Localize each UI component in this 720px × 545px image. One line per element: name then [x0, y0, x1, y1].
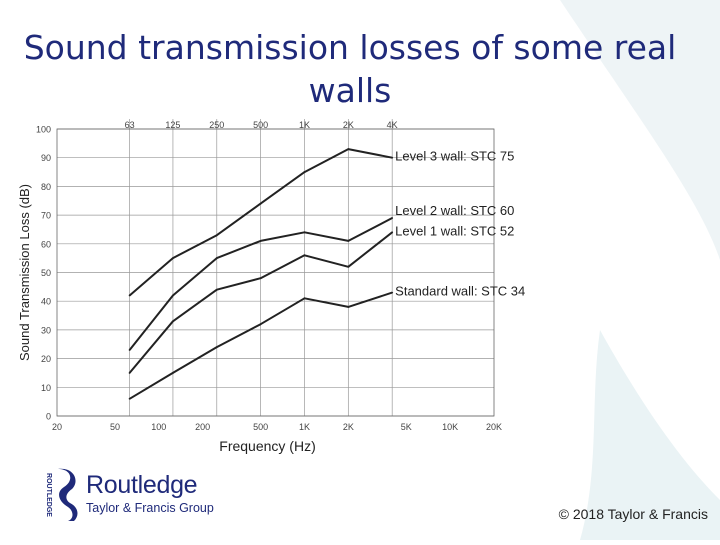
data-point [172, 320, 174, 323]
x-tick-label: 50 [110, 422, 120, 432]
x-tick-label: 5K [401, 422, 412, 432]
x-tick-label: 1K [299, 422, 310, 432]
data-point [303, 231, 306, 234]
top-tick-label: 250 [209, 120, 224, 130]
series-label: Standard wall: STC 34 [395, 284, 525, 299]
data-point [391, 231, 394, 234]
top-tick-label: 1K [299, 120, 310, 130]
y-tick-label: 30 [41, 325, 51, 335]
chart-panel: 0 10 20 30 40 50 60 70 80 90 100 63 125 250 500 1K 2K 4K 2… [17, 113, 552, 455]
data-point [347, 148, 350, 150]
routledge-logo: ROUTLEDGE Routledge Taylor & Francis Gro… [38, 467, 238, 523]
data-point [303, 171, 306, 173]
top-tick-label: 500 [253, 120, 268, 130]
series-label: Level 1 wall: STC 52 [395, 223, 514, 238]
data-point [347, 240, 350, 242]
top-tick-label: 4K [387, 120, 398, 130]
x-tick-label: 20 [52, 422, 62, 432]
copyright-text: © 2018 Taylor & Francis [558, 506, 708, 522]
data-point [347, 306, 350, 308]
data-point [259, 323, 262, 326]
y-tick-label: 0 [46, 412, 51, 422]
data-point [303, 254, 306, 257]
y-tick-label: 90 [41, 153, 51, 163]
logo-name: Routledge [86, 471, 198, 499]
data-point [128, 294, 131, 297]
top-tick-label: 125 [165, 120, 180, 130]
data-point [128, 349, 131, 351]
data-point [391, 291, 394, 294]
y-tick-label: 80 [41, 182, 51, 192]
y-tick-label: 100 [36, 125, 51, 135]
stc-chart: 0 10 20 30 40 50 60 70 80 90 100 63 125 250 500 1K 2K 4K 2… [17, 119, 525, 454]
x-tick-label: 20K [486, 422, 502, 432]
y-tick-label: 60 [41, 239, 51, 249]
plot-frame [56, 128, 495, 417]
x-axis-label: Frequency (Hz) [219, 438, 315, 454]
top-tick-label: 2K [343, 120, 354, 130]
top-tick-label: 63 [125, 120, 135, 130]
routledge-logo-mark: ROUTLEDGE [45, 468, 78, 521]
x-tick-label: 200 [195, 422, 210, 432]
data-point [172, 294, 174, 297]
y-tick-label: 20 [41, 354, 51, 364]
y-tick-label: 50 [41, 268, 51, 278]
series-label: Level 2 wall: STC 60 [395, 203, 514, 218]
data-point [215, 288, 218, 291]
data-point [172, 257, 174, 260]
data-point [172, 372, 174, 374]
data-point [303, 297, 306, 300]
data-point [215, 234, 218, 237]
y-axis-label: Sound Transmission Loss (dB) [17, 184, 32, 361]
series-label: Level 3 wall: STC 75 [395, 149, 514, 164]
data-point [215, 257, 218, 260]
y-tick-label: 10 [41, 383, 51, 393]
data-point [259, 202, 262, 205]
x-tick-label: 10K [442, 422, 458, 432]
slide-title: Sound transmission losses of some real w… [23, 28, 677, 110]
data-point [347, 265, 350, 268]
data-point [259, 277, 262, 280]
y-tick-label: 70 [41, 211, 51, 221]
x-tick-label: 2K [343, 422, 354, 432]
logo-vertical-text: ROUTLEDGE [45, 473, 52, 517]
logo-subtitle: Taylor & Francis Group [86, 501, 214, 515]
x-tick-label: 100 [151, 422, 166, 432]
data-point [391, 156, 394, 159]
y-tick-label: 40 [41, 297, 51, 307]
x-tick-label: 500 [253, 422, 268, 432]
data-point [215, 346, 218, 349]
data-point [128, 372, 131, 374]
data-point [391, 217, 394, 219]
data-point [128, 397, 131, 400]
data-point [259, 240, 262, 242]
